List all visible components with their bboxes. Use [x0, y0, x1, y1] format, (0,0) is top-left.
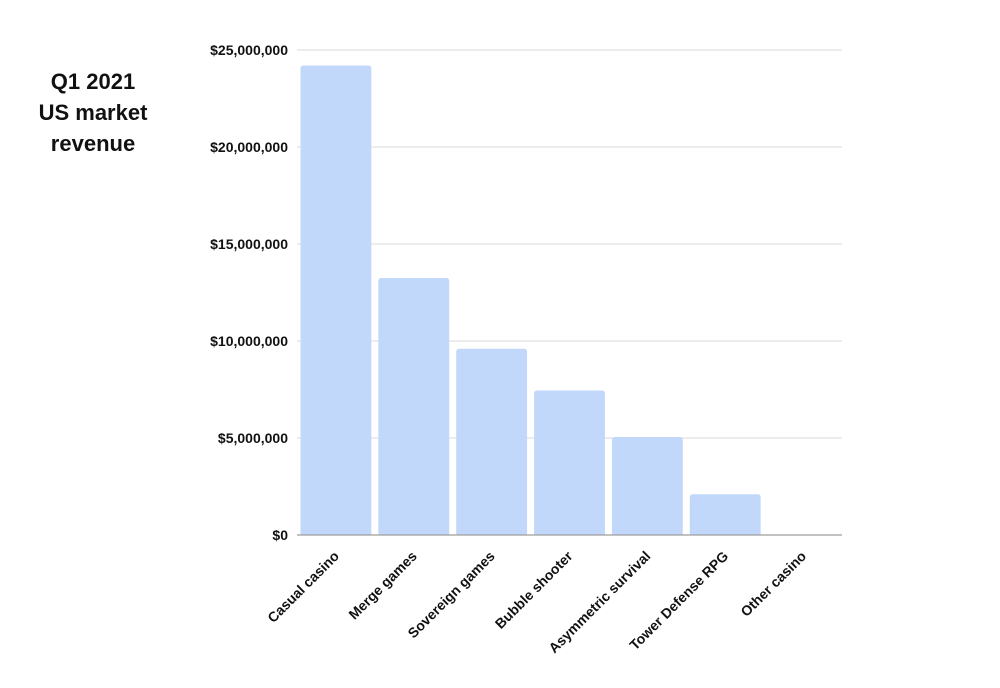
x-category-label: Bubble shooter [492, 547, 576, 631]
y-tick-label: $20,000,000 [210, 139, 288, 155]
bar [611, 437, 683, 535]
chart-title-line-1: Q1 2021 [50, 69, 136, 94]
chart-title: Q1 2021 US market revenue [18, 66, 168, 159]
y-tick-label: $15,000,000 [210, 236, 288, 252]
bar [300, 65, 372, 536]
y-tick-label: $5,000,000 [218, 430, 288, 446]
y-tick-label: $25,000,000 [210, 42, 288, 58]
x-category-label: Merge games [345, 548, 420, 623]
bar [534, 390, 605, 535]
x-category-label: Sovereign games [404, 548, 497, 641]
chart-title-line-3: revenue [50, 131, 136, 156]
bar [689, 494, 761, 535]
bar [378, 277, 450, 535]
y-axis-tick-labels: $0 $5,000,000 $10,000,000 $15,000,000 $20,00… [210, 42, 288, 543]
bars [300, 65, 761, 536]
y-tick-label: $0 [272, 527, 288, 543]
x-category-label: Other casino [737, 548, 809, 620]
y-tick-label: $10,000,000 [210, 333, 288, 349]
chart-title-line-2: US market [38, 100, 148, 125]
x-category-label: Casual casino [264, 548, 342, 626]
bar [456, 348, 528, 535]
